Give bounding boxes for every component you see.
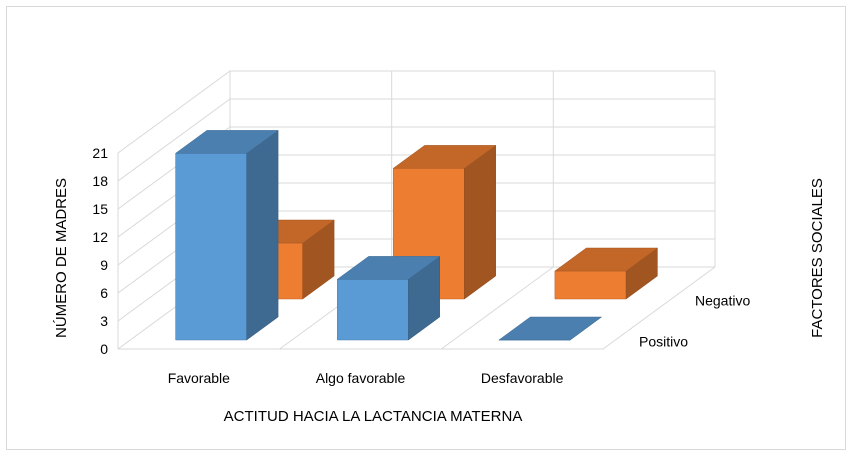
y-axis-label: NÚMERO DE MADRES — [53, 178, 70, 338]
bar — [554, 247, 659, 300]
bar — [498, 316, 603, 341]
x-tick-label: Desfavorable — [481, 370, 564, 386]
y-tick-labels: 0 3 6 9 12 15 18 21 — [92, 145, 108, 357]
bars — [174, 129, 659, 341]
x-tick-label: Algo favorable — [316, 370, 406, 386]
y-tick-label: 6 — [100, 285, 108, 301]
bar-top — [498, 316, 603, 341]
bar-side — [464, 144, 496, 300]
bar-front — [337, 279, 409, 341]
y-tick-label: 9 — [100, 257, 108, 273]
y-tick-label: 18 — [92, 173, 108, 189]
y-tick-label: 12 — [92, 229, 108, 245]
bar — [174, 129, 279, 341]
depth-tick-label: Negativo — [695, 293, 750, 309]
depth-tick-label: Positivo — [639, 334, 688, 350]
bar-top — [174, 130, 279, 154]
x-axis-label: ACTITUD HACIA LA LACTANCIA MATERNA — [224, 408, 523, 425]
bar-side — [246, 129, 279, 341]
bar-top — [392, 145, 497, 169]
x-tick-label: Favorable — [168, 370, 230, 386]
x-tick-labels: Favorable Algo favorable Desfavorable — [168, 370, 564, 386]
y-tick-label: 15 — [92, 201, 108, 217]
depth-tick-labels: Positivo Negativo — [639, 293, 750, 350]
y-tick-label: 0 — [100, 341, 108, 357]
depth-axis-label: FACTORES SOCIALES — [809, 178, 826, 338]
bar — [336, 255, 441, 341]
bar-top — [336, 256, 441, 280]
y-tick-label: 3 — [100, 313, 108, 329]
floor-divider — [441, 266, 554, 350]
y-tick-label: 21 — [92, 145, 108, 161]
bar-front — [175, 153, 247, 341]
bar-top — [554, 247, 659, 272]
bar-front — [554, 270, 627, 300]
